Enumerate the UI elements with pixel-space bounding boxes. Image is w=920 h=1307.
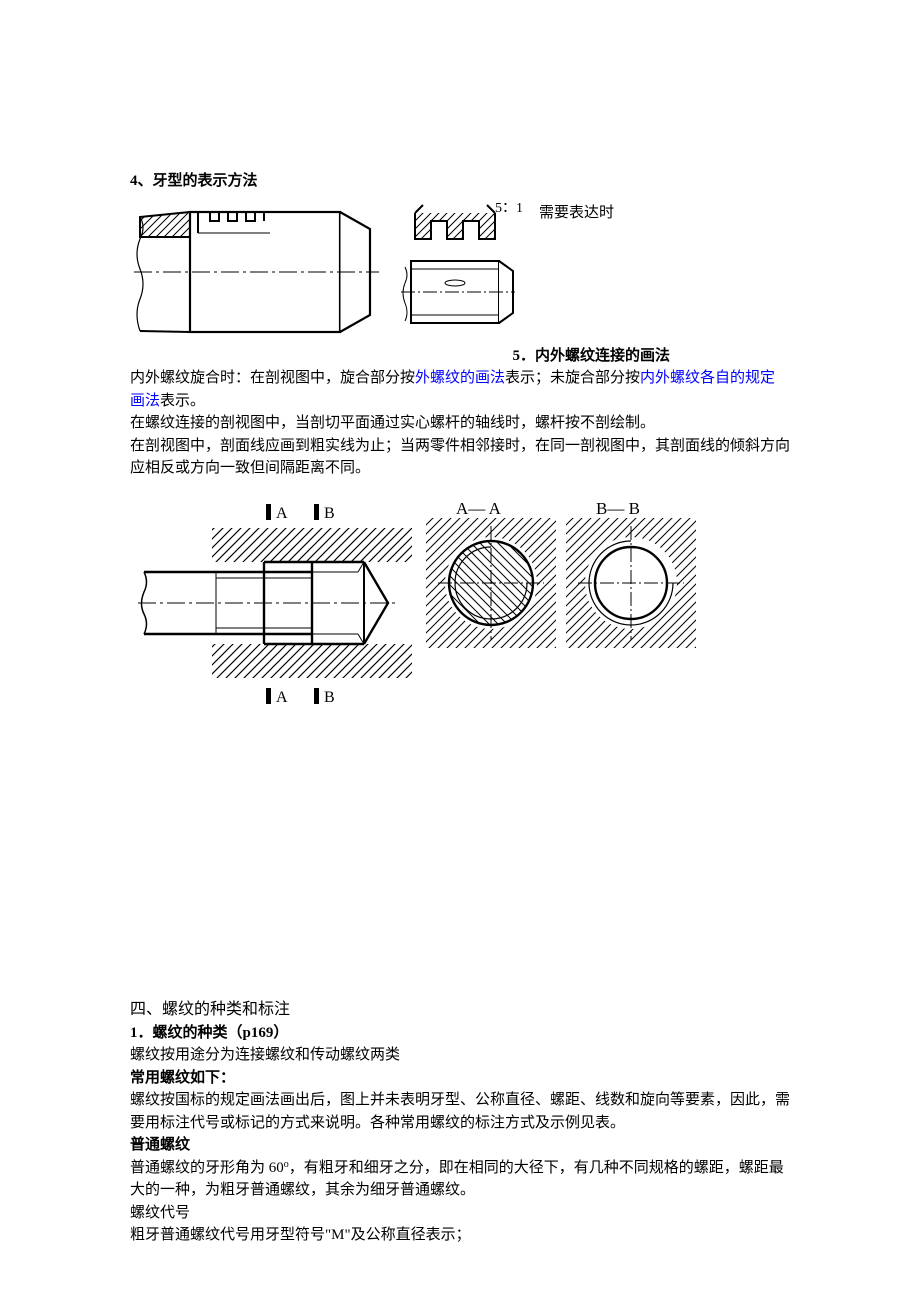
figure1-row: 5：1 [130,199,790,349]
marker-A-top: A [276,505,288,522]
figure2: A B [136,498,790,718]
sub-1: 1．螺纹的种类（p169） [130,1022,790,1045]
fig1-caption: 需要表达时 [539,201,614,222]
para1-a: 内外螺纹旋合时：在剖视图中，旋合部分按 [130,370,415,386]
link-external-thread[interactable]: 外螺纹的画法 [415,370,505,386]
section-types: 四、螺纹的种类和标注 1．螺纹的种类（p169） 螺纹按用途分为连接螺纹和传动螺… [130,998,790,1247]
sec5-para2: 在螺纹连接的剖视图中，当剖切平面通过实心螺杆的轴线时，螺杆按不剖绘制。 [130,412,790,435]
p-common: 螺纹按国标的规定画法画出后，图上并未表明牙型、公称直径、螺距、线数和旋向等要素，… [130,1089,790,1134]
label-aa: A— A [456,499,502,518]
p-ordinary: 普通螺纹的牙形角为 60o，有粗牙和细牙之分，即在相同的大径下，有几种不同规格的… [130,1157,790,1202]
sec5-para3: 在剖视图中，剖面线应画到粗实线为止；当两零件相邻接时，在同一剖视图中，其剖面线的… [130,435,790,480]
sec-types-title: 四、螺纹的种类和标注 [130,998,790,1022]
marker-B-top: B [324,505,335,522]
label-bb: B— B [596,499,640,518]
sub-2: 常用螺纹如下： [130,1067,790,1090]
p3b: ，有粗牙和细牙之分，即在相同的大径下，有几种不同规 [289,1160,664,1176]
sec5-para1: 内外螺纹旋合时：在剖视图中，旋合部分按外螺纹的画法表示；未旋合部分按内外螺纹各自… [130,367,790,412]
figure2-section-bb: B— B [566,498,696,658]
section4-title: 4、牙型的表示方法 [130,170,790,193]
sub-3: 普通螺纹 [130,1134,790,1157]
figure2-section-aa: A— A [426,498,556,658]
p3a: 普通螺纹的牙形角为 60 [130,1160,284,1176]
marker-A-bot: A [276,689,288,706]
figure1-left [130,199,385,349]
p-code-desc: 粗牙普通螺纹代号用牙型符号"M"及公称直径表示； [130,1224,790,1247]
figure1-right: 5：1 [397,199,517,349]
figure2-main: A B [136,498,416,718]
p-code-label: 螺纹代号 [130,1202,790,1225]
para1-c: 表示。 [160,393,205,409]
marker-B-bot: B [324,689,335,706]
para1-b: 表示；未旋合部分按 [505,370,640,386]
p-usage: 螺纹按用途分为连接螺纹和传动螺纹两类 [130,1044,790,1067]
